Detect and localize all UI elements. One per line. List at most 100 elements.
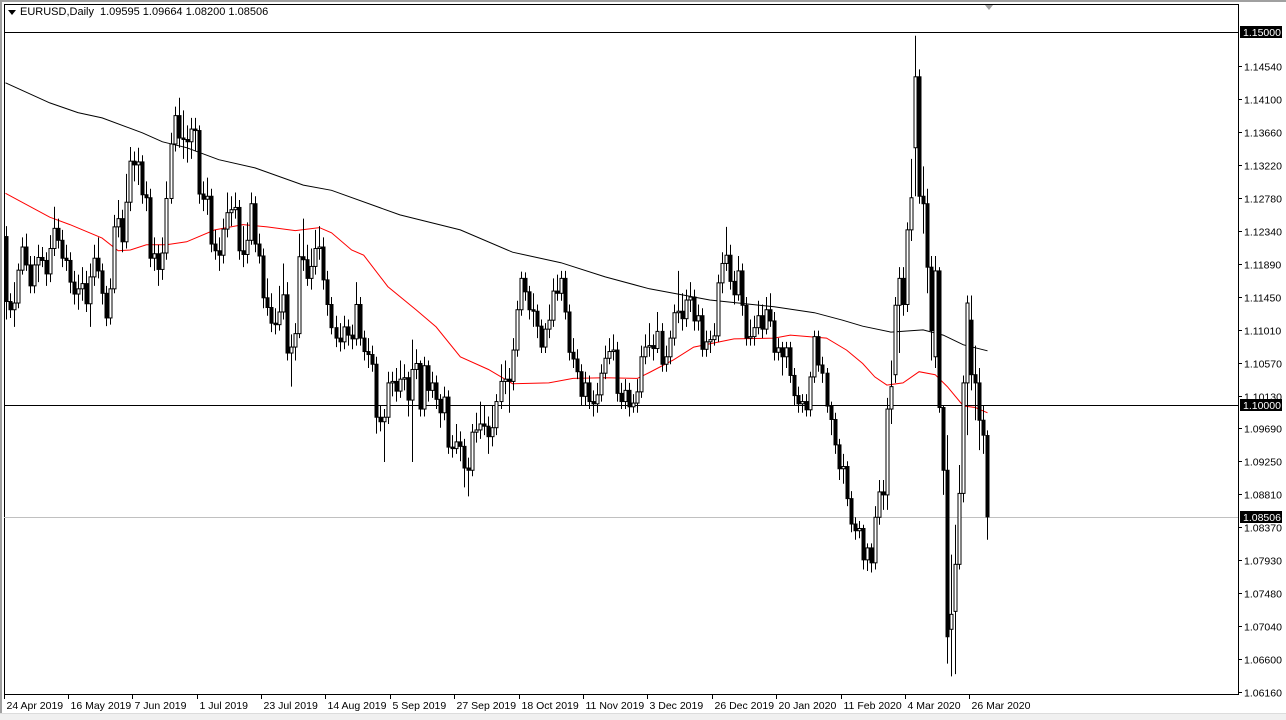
bearish-candle-body bbox=[535, 310, 540, 327]
bullish-candle-body bbox=[36, 256, 41, 266]
bullish-candle-body bbox=[88, 276, 93, 305]
bullish-candle-body bbox=[519, 277, 524, 311]
candle bbox=[825, 367, 830, 413]
candle bbox=[535, 304, 540, 339]
candle bbox=[56, 218, 61, 249]
bearish-candle-body bbox=[523, 277, 528, 293]
y-tick-label: 1.09250 bbox=[1244, 457, 1282, 469]
candle bbox=[772, 311, 777, 361]
candle bbox=[398, 360, 403, 398]
candle bbox=[507, 367, 512, 413]
candle bbox=[792, 367, 797, 406]
candle bbox=[764, 297, 769, 335]
price-label-background bbox=[1240, 511, 1282, 523]
bearish-candle-body bbox=[587, 382, 592, 403]
candle bbox=[414, 349, 419, 380]
candle bbox=[957, 465, 962, 570]
candle bbox=[40, 247, 45, 268]
bearish-candle-body bbox=[378, 416, 383, 423]
bearish-candle-body bbox=[804, 401, 809, 411]
bearish-candle-body bbox=[329, 304, 334, 329]
bearish-candle-body bbox=[362, 337, 367, 353]
bearish-candle-body bbox=[829, 405, 834, 420]
candle bbox=[164, 181, 169, 260]
x-tick-label: 27 Sep 2019 bbox=[457, 700, 517, 712]
candle bbox=[12, 282, 17, 327]
candle bbox=[269, 293, 274, 333]
bullish-candle-body bbox=[245, 239, 250, 255]
bullish-candle-body bbox=[877, 491, 882, 518]
bullish-candle-body bbox=[32, 264, 37, 287]
bullish-candle-body bbox=[583, 382, 588, 397]
y-tick-label: 1.07480 bbox=[1244, 589, 1282, 601]
bullish-candle-body bbox=[189, 128, 194, 143]
bullish-candle-body bbox=[12, 302, 17, 311]
bearish-candle-body bbox=[68, 259, 73, 283]
bullish-candle-body bbox=[112, 226, 117, 290]
y-tick-label: 1.11450 bbox=[1244, 293, 1281, 305]
candle bbox=[760, 304, 765, 339]
candle bbox=[273, 308, 278, 335]
bullish-candle-body bbox=[309, 265, 314, 279]
candle bbox=[551, 278, 556, 327]
candle bbox=[285, 282, 290, 361]
bearish-candle-body bbox=[768, 309, 773, 322]
candle bbox=[148, 188, 153, 268]
candle bbox=[4, 226, 9, 320]
candle bbox=[945, 435, 950, 664]
candle bbox=[901, 267, 906, 316]
candle bbox=[627, 382, 632, 417]
candle bbox=[144, 181, 149, 212]
candle bbox=[386, 371, 391, 424]
bearish-candle-body bbox=[615, 349, 620, 394]
bearish-candle-body bbox=[177, 115, 182, 139]
bullish-candle-body bbox=[712, 335, 717, 341]
bullish-candle-body bbox=[503, 378, 508, 382]
bullish-candle-body bbox=[398, 378, 403, 392]
candle bbox=[213, 229, 218, 260]
bearish-candle-body bbox=[72, 281, 77, 295]
bearish-candle-body bbox=[849, 498, 854, 525]
chart-shift-marker-icon[interactable] bbox=[985, 5, 993, 10]
candle bbox=[325, 270, 330, 316]
bearish-candle-body bbox=[937, 270, 942, 409]
candle bbox=[961, 375, 966, 503]
dropdown-arrow-icon[interactable] bbox=[8, 9, 16, 15]
bullish-candle-body bbox=[52, 227, 57, 250]
x-tick-label: 26 Dec 2019 bbox=[715, 700, 775, 712]
bearish-candle-body bbox=[394, 380, 399, 392]
candle bbox=[849, 491, 854, 533]
bullish-candle-body bbox=[724, 254, 729, 264]
bearish-candle-body bbox=[28, 264, 33, 287]
candle bbox=[728, 244, 733, 290]
bullish-candle-body bbox=[164, 197, 169, 254]
candle bbox=[305, 244, 310, 286]
bearish-candle-body bbox=[660, 330, 665, 365]
y-tick-label: 1.07040 bbox=[1244, 622, 1282, 634]
candle bbox=[48, 235, 53, 283]
candle bbox=[784, 341, 789, 368]
bullish-candle-body bbox=[128, 160, 133, 203]
candle bbox=[410, 339, 415, 463]
candle bbox=[362, 330, 367, 361]
bullish-candle-body bbox=[756, 315, 761, 329]
bullish-candle-body bbox=[672, 312, 677, 339]
bearish-candle-body bbox=[816, 336, 821, 366]
candle bbox=[615, 341, 620, 402]
bullish-candle-body bbox=[668, 337, 673, 358]
candle bbox=[820, 356, 825, 383]
candle bbox=[503, 360, 508, 395]
bearish-candle-body bbox=[257, 243, 262, 257]
bullish-candle-body bbox=[784, 347, 789, 358]
candle bbox=[24, 233, 29, 271]
y-tick-label: 1.08370 bbox=[1244, 523, 1282, 535]
candle bbox=[869, 543, 874, 573]
candle bbox=[237, 199, 242, 260]
y-tick-label: 1.13660 bbox=[1244, 128, 1282, 140]
bullish-candle-body bbox=[676, 310, 681, 314]
candle bbox=[189, 117, 194, 159]
bullish-candle-body bbox=[430, 382, 435, 391]
bullish-candle-body bbox=[277, 311, 282, 326]
bullish-candle-body bbox=[281, 294, 286, 313]
